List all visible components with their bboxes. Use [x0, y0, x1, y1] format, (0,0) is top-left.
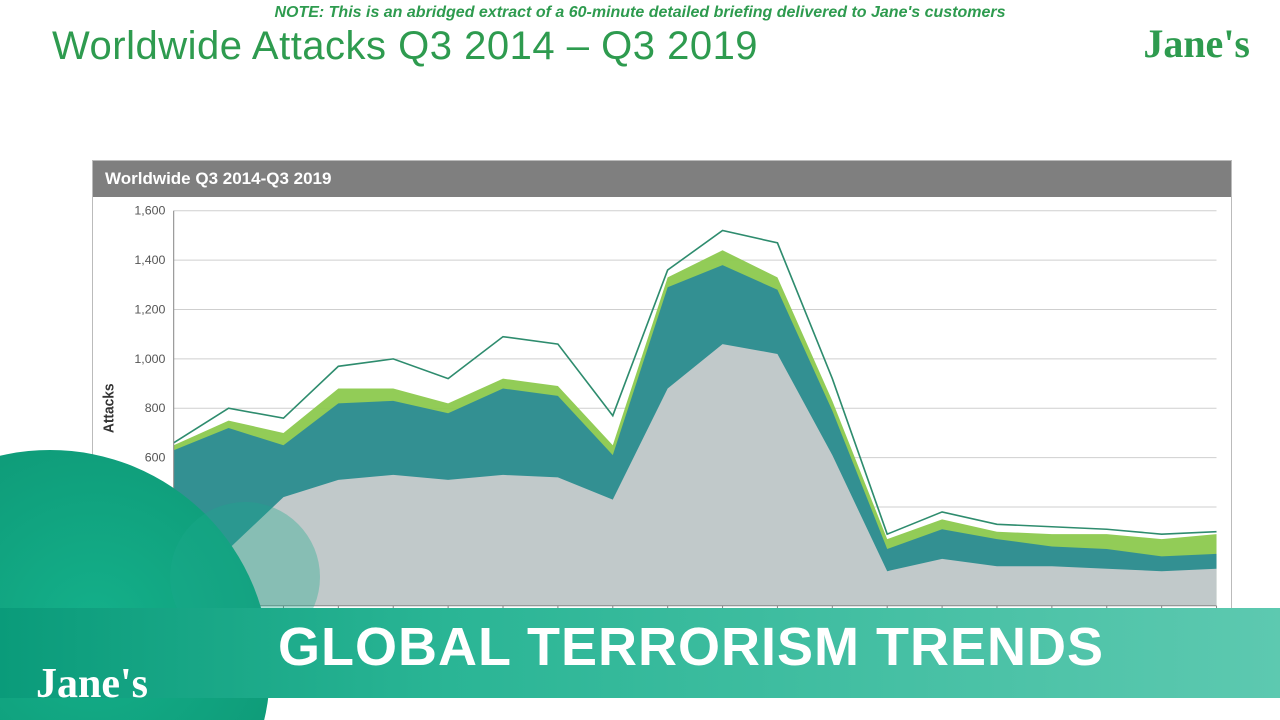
svg-text:Attacks: Attacks: [100, 383, 116, 433]
briefing-note: NOTE: This is an abridged extract of a 6…: [0, 4, 1280, 22]
svg-text:1,200: 1,200: [134, 303, 165, 317]
overlay-banner: GLOBAL TERRORISM TRENDS: [0, 608, 1280, 698]
chart-header: Worldwide Q3 2014-Q3 2019: [93, 161, 1231, 197]
brand-logo-banner: Jane's: [36, 660, 148, 708]
svg-text:600: 600: [145, 451, 166, 465]
svg-text:1,600: 1,600: [134, 204, 165, 218]
svg-text:800: 800: [145, 401, 166, 415]
svg-text:1,400: 1,400: [134, 253, 165, 267]
slide: NOTE: This is an abridged extract of a 6…: [0, 0, 1280, 720]
brand-logo-top: Jane's: [1143, 20, 1250, 67]
svg-text:1,000: 1,000: [134, 352, 165, 366]
banner-headline: GLOBAL TERRORISM TRENDS: [278, 616, 1104, 678]
page-title: Worldwide Attacks Q3 2014 – Q3 2019: [52, 24, 758, 69]
